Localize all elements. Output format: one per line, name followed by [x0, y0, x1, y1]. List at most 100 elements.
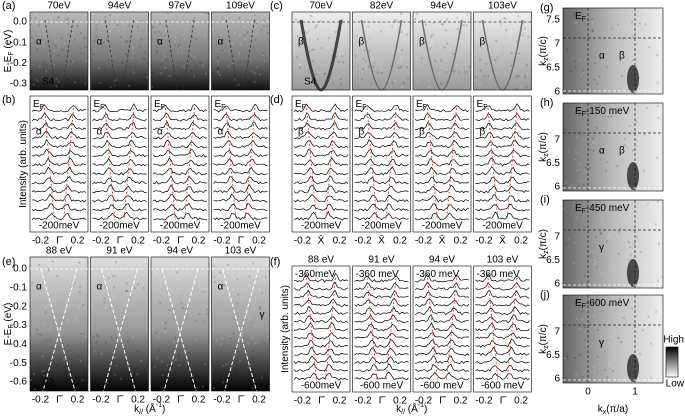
image-noise	[155, 331, 158, 334]
image-noise	[433, 21, 436, 24]
spectrum-curve	[475, 339, 530, 348]
spectrum-curve	[475, 131, 530, 140]
image-noise	[578, 353, 581, 356]
image-noise	[80, 52, 83, 55]
image-noise	[628, 13, 631, 16]
image-noise	[299, 66, 302, 69]
x-tick-label: 1	[632, 387, 638, 398]
panel-label: (j)	[540, 289, 550, 301]
image-noise	[174, 351, 177, 354]
x-tick-label: -0.2	[213, 236, 231, 247]
image-noise	[71, 37, 74, 40]
image-noise	[126, 340, 129, 343]
image-noise	[437, 38, 440, 41]
image-noise	[132, 52, 135, 55]
label-part: E	[575, 11, 582, 22]
subpanel-title: 88 eV	[46, 246, 72, 257]
peak-guide	[325, 107, 336, 221]
image-noise	[400, 56, 403, 59]
image-noise	[397, 44, 400, 47]
image-noise	[479, 83, 482, 86]
image-noise	[184, 38, 187, 41]
subpanel-title: 103 eV	[487, 255, 519, 266]
peak-guide	[123, 107, 135, 221]
image-noise	[73, 38, 76, 41]
image-noise	[129, 297, 132, 300]
image-noise	[158, 276, 161, 279]
axis-label: k// (Å-1)	[396, 402, 427, 417]
image-noise	[57, 15, 60, 18]
spectrum-curve	[31, 157, 87, 167]
spectrum-curve	[414, 166, 470, 176]
image-noise	[184, 309, 187, 312]
image-noise	[216, 60, 219, 63]
image-noise	[638, 22, 641, 25]
image-noise	[33, 388, 36, 391]
image-noise	[55, 45, 58, 48]
x-tick-label: 0.2	[333, 396, 347, 407]
image-noise	[160, 321, 163, 324]
image-noise	[311, 49, 314, 52]
label-part: (π/c)	[538, 36, 549, 57]
image-noise	[305, 82, 308, 85]
image-noise	[462, 24, 465, 27]
image-noise	[395, 19, 398, 22]
image-noise	[323, 73, 326, 76]
image-noise	[480, 69, 483, 72]
spectrum-curve	[31, 193, 87, 203]
image-noise	[657, 226, 660, 229]
image-noise	[263, 24, 266, 27]
spectrum-image	[90, 11, 149, 91]
image-noise	[565, 242, 568, 245]
x-tick-label: X̄	[318, 234, 325, 247]
spectrum-curve	[293, 315, 349, 323]
band-label: β	[419, 127, 425, 138]
image-noise	[565, 355, 568, 358]
image-noise	[367, 65, 370, 68]
image-noise	[237, 293, 240, 296]
image-noise	[103, 68, 106, 71]
x-tick-label: -0.2	[153, 236, 171, 247]
image-noise	[320, 47, 323, 50]
image-noise	[655, 310, 658, 313]
spectrum-curve	[414, 281, 470, 291]
image-noise	[368, 37, 371, 40]
image-noise	[45, 70, 48, 73]
image-noise	[38, 65, 41, 68]
image-noise	[579, 59, 582, 62]
image-noise	[42, 34, 45, 37]
image-noise	[158, 36, 161, 39]
spectrum-curve	[354, 291, 409, 299]
panel-label: (g)	[540, 2, 553, 14]
image-noise	[643, 265, 646, 268]
spectrum-curve	[31, 104, 87, 113]
label-part: z	[543, 345, 550, 349]
spectrum-curve	[294, 149, 349, 158]
image-noise	[134, 65, 137, 68]
image-noise	[266, 32, 269, 35]
image-noise	[158, 12, 161, 15]
image-noise	[292, 45, 295, 48]
image-noise	[188, 39, 191, 42]
image-noise	[78, 291, 81, 294]
image-noise	[513, 25, 516, 28]
image-noise	[75, 318, 78, 321]
image-noise	[573, 12, 576, 15]
subpanel-title: 94 eV	[167, 246, 193, 257]
image-noise	[76, 355, 79, 358]
y-tick-label: 6.5	[546, 158, 560, 169]
spectrum-curve	[213, 166, 268, 176]
image-noise	[201, 385, 204, 388]
image-noise	[258, 84, 261, 87]
image-noise	[97, 41, 100, 44]
image-noise	[523, 27, 526, 30]
label-part: k	[538, 156, 549, 162]
image-noise	[164, 322, 167, 325]
image-noise	[338, 60, 341, 63]
image-noise	[370, 58, 373, 61]
spectrum-image	[90, 256, 149, 392]
spectrum-curve	[354, 330, 409, 340]
spectrum-curve	[293, 346, 349, 356]
image-noise	[604, 368, 607, 371]
subpanel-title: 94eV	[108, 1, 132, 12]
